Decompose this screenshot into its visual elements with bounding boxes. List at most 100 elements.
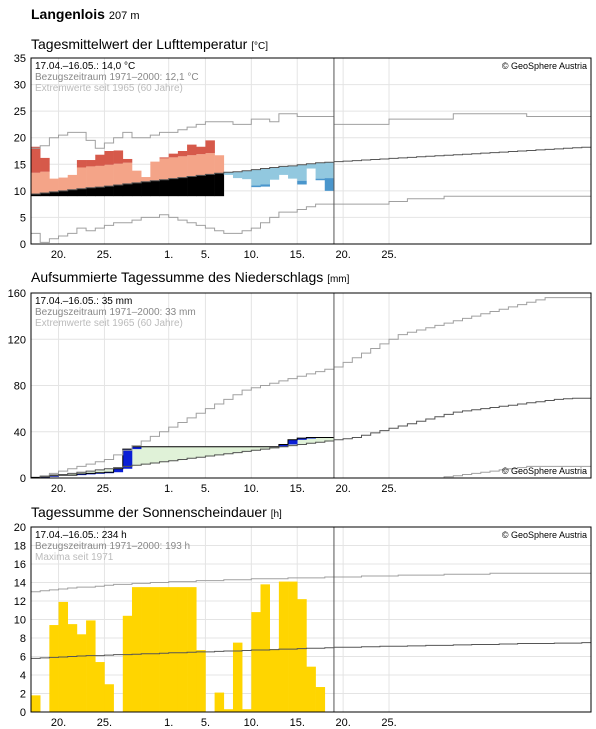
temperature-bar [297,164,307,181]
temperature-bar-extreme [40,157,50,172]
temperature-base-bar [113,185,124,197]
temperature-bar [315,162,326,179]
temperature-bar [122,162,133,184]
temperature-bar [177,156,188,178]
sunshine-bar [251,612,261,712]
temp-ytick-label: 15 [14,159,26,171]
sunshine-bar [159,587,170,712]
temperature-base-bar [177,177,188,197]
precip-xtick-label: 5. [201,483,210,495]
temperature-bar [95,165,105,188]
temperature-bar [67,174,78,190]
temperature-base-bar [187,176,197,197]
sun-xtick-label: 20. [335,717,350,729]
sunshine-bar [214,692,225,712]
temp-copyright: © GeoSphere Austria [502,61,587,71]
sunshine-title-text: Tagessumme der Sonnenscheindauer [31,504,267,520]
temperature-base-bar [168,178,179,197]
sun-copyright: © GeoSphere Austria [502,530,587,540]
station-name: Langenlois [31,6,105,22]
temp-xtick-label: 10. [244,249,259,261]
page-title: Langenlois 207 m [31,6,139,22]
temp-ytick-label: 35 [14,53,26,65]
sun-xtick-label: 10. [244,717,259,729]
temperature-base-bar [214,173,225,197]
precipitation-increment-bar [76,473,87,476]
precip-ytick-label: 120 [8,334,26,346]
sunshine-bar [49,625,59,712]
sun-info-line: Maxima seit 1971 [35,552,114,563]
temperature-base-bar [205,174,215,197]
sunshine-bar [288,581,298,712]
precip-info-line: Extremwerte seit 1965 (60 Jahre) [35,318,183,329]
temperature-base-bar [159,179,170,197]
sunshine-chart-title: Tagessumme der Sonnenscheindauer [h] [31,504,282,520]
sunshine-bar [31,695,41,712]
temperature-bar [86,166,96,188]
temperature-bar [168,157,179,179]
temp-xtick-label: 20. [335,249,350,261]
sunshine-bar [187,587,197,712]
temperature-bar-extreme [297,180,307,185]
sunshine-bar [104,684,114,712]
temperature-bar [306,163,316,169]
temp-ytick-label: 25 [14,106,26,118]
precip-xtick-label: 20. [51,483,66,495]
temperature-bar [187,155,197,177]
temperature-bar [76,167,87,189]
temperature-bar-extreme [95,154,105,166]
sun-xtick-label: 5. [201,717,210,729]
temperature-min-line [31,195,591,243]
temp-xtick-label: 1. [164,249,173,261]
temperature-bar-extreme [113,150,124,164]
temperature-bar-extreme [251,185,261,188]
sun-xtick-label: 20. [51,717,66,729]
sun-ytick-label: 2 [20,689,26,701]
temperature-base-bar [40,192,50,197]
temp-info-line: Bezugszeitraum 1971–2000: 12,1 °C [35,72,199,83]
precipitation-increment-bar [278,444,289,447]
temperature-bar [242,170,252,180]
precipitation-increment-bar [297,438,307,440]
temperature-base-bar [67,189,78,197]
temperature-base-bar [49,191,59,197]
temperature-bar-extreme [196,146,206,155]
sunshine-mean-line [31,642,591,659]
temperature-bar [159,158,170,180]
sun-xtick-label: 15. [290,717,305,729]
temperature-bar-extreme [86,160,96,167]
precipitation-max-line [31,297,591,479]
temperature-base-bar [31,194,41,197]
precipitation-increment-bar [104,472,114,474]
temperature-bar-extreme [104,151,114,165]
temperature-bar [269,167,280,180]
temperature-bar [251,169,261,186]
sun-info-line: 17.04.–16.05.: 234 h [35,530,127,541]
sunshine-bar [306,666,316,712]
sunshine-bar [131,587,142,712]
temp-xtick-label: 25. [381,249,396,261]
sun-ytick-label: 6 [20,652,26,664]
precip-ytick-label: 0 [20,473,26,485]
temperature-title-text: Tagesmittelwert der Lufttemperatur [31,36,248,52]
temp-ytick-label: 5 [20,212,26,224]
sun-ytick-label: 0 [20,707,26,719]
temperature-bar [131,170,142,183]
temperature-base-bar [76,188,87,197]
sun-xtick-label: 25. [97,717,112,729]
sunshine-bar [86,620,96,712]
temperature-bar-extreme [159,157,170,159]
temp-info-line: 17.04.–16.05.: 14,0 °C [35,61,135,72]
precip-plot-frame [30,292,592,479]
temp-ytick-label: 20 [14,133,26,145]
precip-copyright: © GeoSphere Austria [502,466,587,476]
temperature-bar [196,154,206,176]
temperature-bar-extreme [31,146,41,173]
sunshine-bar [269,649,280,712]
sun-ytick-label: 4 [20,670,26,682]
temperature-base-bar [86,187,96,197]
station-elevation: 207 m [108,10,140,22]
temperature-bar-extreme [122,158,133,163]
precip-ytick-label: 80 [14,381,26,393]
precipitation-increment-bar [131,446,142,450]
